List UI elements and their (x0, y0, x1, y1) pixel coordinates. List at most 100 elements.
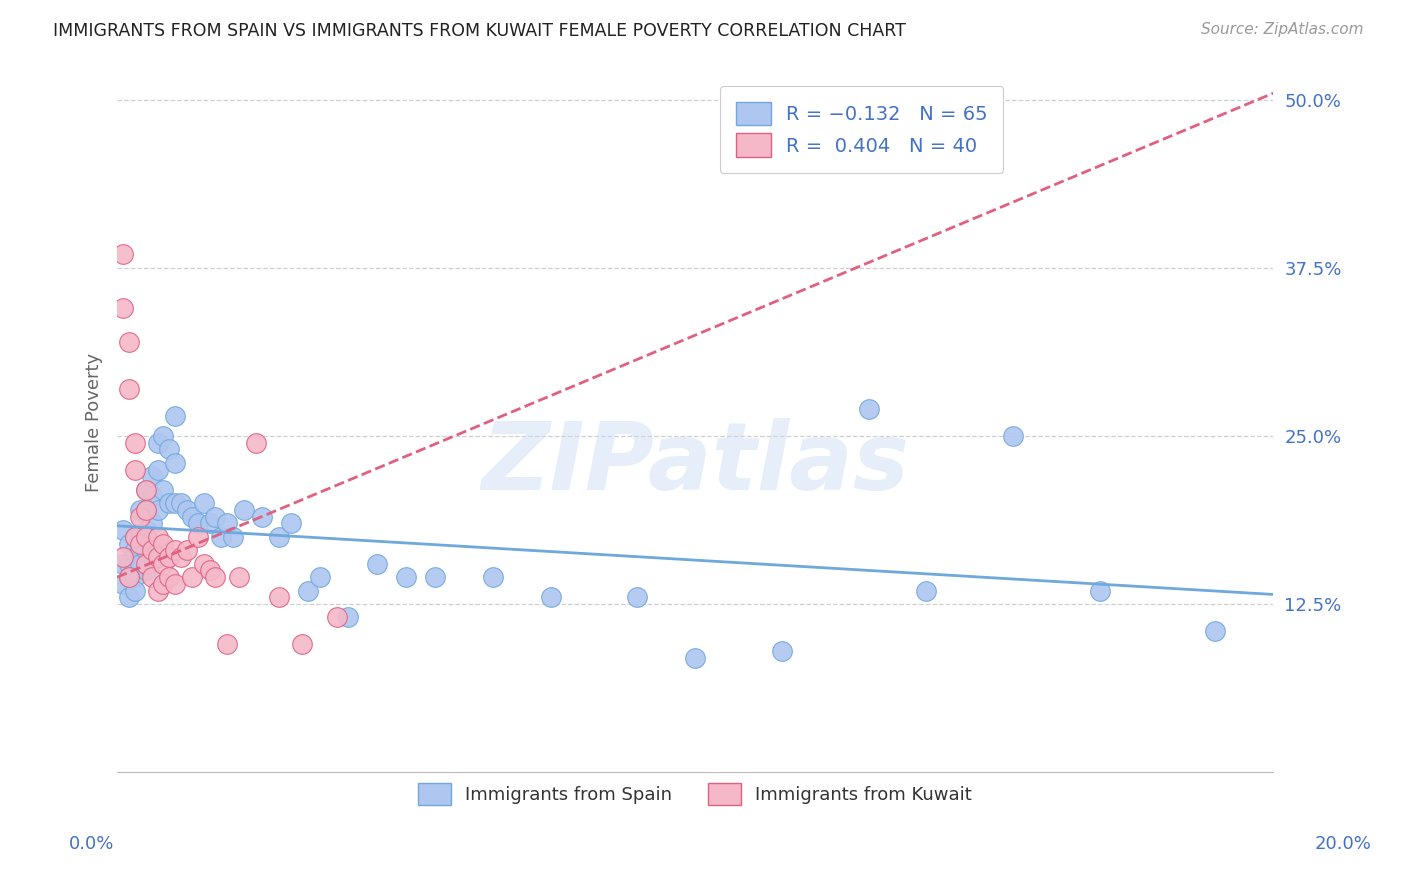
Point (135, 503, 157, 517)
Point (129, 557, 152, 571)
Point (291, 637, 314, 651)
Point (187, 530, 209, 544)
Point (111, 557, 134, 571)
Point (163, 456, 186, 470)
Point (163, 496, 186, 510)
Point (267, 591, 290, 605)
Point (141, 469, 163, 483)
Point (626, 591, 648, 605)
Point (326, 610, 349, 624)
Text: IMMIGRANTS FROM SPAIN VS IMMIGRANTS FROM KUWAIT FEMALE POVERTY CORRELATION CHART: IMMIGRANTS FROM SPAIN VS IMMIGRANTS FROM… (53, 22, 907, 40)
Point (152, 557, 174, 571)
Point (1205, 624, 1227, 638)
Point (129, 509, 152, 524)
Point (118, 557, 141, 571)
Point (395, 570, 418, 584)
Point (111, 523, 134, 537)
Point (141, 516, 163, 531)
Point (141, 543, 163, 558)
Point (540, 591, 562, 605)
Point (152, 577, 174, 591)
Point (124, 462, 146, 476)
Y-axis label: Female Poverty: Female Poverty (86, 353, 103, 492)
Point (228, 570, 250, 584)
Point (146, 462, 169, 476)
Point (124, 557, 146, 571)
Point (146, 549, 169, 564)
Point (423, 570, 446, 584)
Point (215, 637, 238, 651)
Point (915, 583, 938, 598)
Text: 0.0%: 0.0% (69, 835, 114, 853)
Point (118, 591, 141, 605)
Point (129, 536, 152, 550)
Point (152, 429, 174, 443)
Point (1088, 583, 1111, 598)
Point (118, 570, 141, 584)
Point (198, 563, 221, 577)
Point (124, 570, 146, 584)
Point (124, 543, 146, 558)
Point (146, 435, 169, 450)
Point (308, 570, 330, 584)
Point (152, 483, 174, 497)
Point (250, 509, 273, 524)
Point (146, 583, 169, 598)
Point (135, 523, 157, 537)
Point (135, 483, 157, 497)
Point (135, 543, 157, 558)
Point (1002, 429, 1025, 443)
Point (193, 496, 215, 510)
Point (135, 530, 157, 544)
Point (129, 530, 152, 544)
Point (141, 570, 163, 584)
Point (482, 570, 505, 584)
Point (193, 557, 215, 571)
Point (222, 530, 245, 544)
Point (163, 409, 186, 423)
Point (111, 247, 134, 261)
Text: ZIPatlas: ZIPatlas (481, 418, 910, 510)
Point (124, 530, 146, 544)
Point (157, 496, 180, 510)
Point (129, 543, 152, 558)
Point (337, 610, 360, 624)
Point (770, 644, 793, 658)
Point (170, 496, 193, 510)
Point (176, 543, 198, 558)
Point (157, 549, 180, 564)
Point (163, 543, 186, 558)
Point (118, 570, 141, 584)
Point (198, 516, 221, 531)
Point (141, 543, 163, 558)
Point (245, 435, 267, 450)
Point (135, 483, 157, 497)
Point (152, 536, 174, 550)
Point (141, 490, 163, 504)
Point (118, 536, 141, 550)
Point (176, 503, 198, 517)
Point (111, 549, 134, 564)
Point (858, 402, 880, 417)
Point (111, 301, 134, 316)
Point (124, 530, 146, 544)
Point (170, 549, 193, 564)
Point (146, 503, 169, 517)
Point (157, 570, 180, 584)
Point (181, 509, 204, 524)
Point (215, 516, 238, 531)
Point (118, 382, 141, 396)
Point (267, 530, 290, 544)
Text: Source: ZipAtlas.com: Source: ZipAtlas.com (1201, 22, 1364, 37)
Point (366, 557, 388, 571)
Point (118, 334, 141, 349)
Point (124, 583, 146, 598)
Point (135, 563, 157, 577)
Legend: Immigrants from Spain, Immigrants from Kuwait: Immigrants from Spain, Immigrants from K… (408, 772, 983, 815)
Point (124, 435, 146, 450)
Point (135, 557, 157, 571)
Point (163, 577, 186, 591)
Point (187, 516, 209, 531)
Point (135, 503, 157, 517)
Point (280, 516, 302, 531)
